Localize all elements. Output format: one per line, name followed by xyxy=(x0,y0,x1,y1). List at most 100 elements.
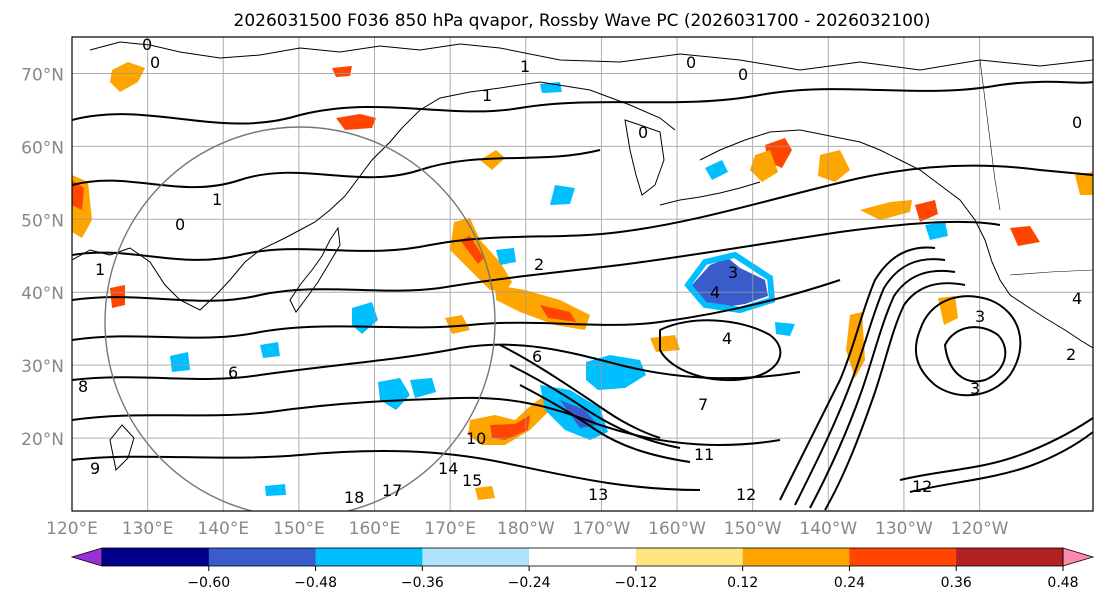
positive-anomaly-patch xyxy=(938,296,958,325)
contour-line xyxy=(824,282,966,511)
reference-circle xyxy=(104,126,496,511)
positive-anomaly-patch xyxy=(540,305,576,322)
coastlines xyxy=(72,41,1093,472)
contour-line xyxy=(509,364,681,449)
contour-lines xyxy=(72,80,1093,511)
longitude-label: 120°E xyxy=(46,519,98,539)
latitude-labels: 70°N 60°N 50°N 40°N 30°N 20°N xyxy=(21,65,64,450)
kamchatka-coastline xyxy=(624,119,665,196)
negative-anomaly-patch xyxy=(265,484,286,496)
us-border xyxy=(1009,269,1093,276)
negative-anomaly-patch xyxy=(260,342,280,358)
contour-label: 0 xyxy=(142,35,152,54)
colorbar-tick-label: −0.36 xyxy=(401,575,444,591)
north-coastline xyxy=(89,41,1093,71)
negative-anomaly-patch xyxy=(550,185,575,205)
negative-anomaly-patch xyxy=(775,322,795,336)
map-frame xyxy=(71,36,1094,512)
colorbar-segment xyxy=(208,548,317,566)
negative-anomaly-patch xyxy=(496,248,516,265)
longitude-label: 150°W xyxy=(724,519,782,539)
contour-label: 1 xyxy=(482,86,492,105)
latitude-label: 70°N xyxy=(21,65,64,85)
contour-label: 11 xyxy=(694,445,714,464)
negative-anomaly-patch xyxy=(410,378,436,398)
contour-line xyxy=(914,295,1022,397)
latitude-label: 30°N xyxy=(21,357,64,377)
contour-label: 3 xyxy=(728,263,738,282)
contour-label: 4 xyxy=(722,329,732,348)
longitude-label: 170°W xyxy=(573,519,631,539)
positive-anomaly-patch xyxy=(860,200,912,220)
colorbar-segment xyxy=(742,548,850,566)
longitude-label: 140°E xyxy=(197,519,249,539)
chart-title: 2026031500 F036 850 hPa qvapor, Rossby W… xyxy=(234,11,931,31)
colorbar-extend-high xyxy=(1062,547,1095,567)
positive-anomaly-patch xyxy=(490,415,530,440)
contour-label: 15 xyxy=(462,471,482,490)
contour-label: 9 xyxy=(90,459,100,478)
colorbar-tick-label: 0.36 xyxy=(941,575,972,591)
contour-label: 0 xyxy=(638,123,648,142)
positive-anomaly-patch xyxy=(1010,226,1040,246)
colorbar-tick-label: 0.48 xyxy=(1047,575,1078,591)
positive-anomaly-patch xyxy=(475,486,495,500)
negative-anomaly-patch xyxy=(170,352,190,372)
longitude-label: 130°E xyxy=(122,519,174,539)
contour-label: 1 xyxy=(95,260,105,279)
anomaly-shading xyxy=(72,62,1093,500)
contour-line xyxy=(519,384,691,463)
contour-line xyxy=(72,80,1093,125)
contour-label: 6 xyxy=(228,363,238,382)
positive-anomaly-patch xyxy=(468,395,550,445)
contour-line xyxy=(72,279,841,341)
positive-anomaly-patch xyxy=(846,312,865,378)
longitude-label: 170°E xyxy=(424,519,476,539)
colorbar xyxy=(70,547,1095,567)
contour-line xyxy=(72,343,801,381)
colorbar-segment xyxy=(102,548,210,566)
contour-label: 0 xyxy=(1072,113,1082,132)
contour-label: 4 xyxy=(1072,289,1082,308)
contour-label: 0 xyxy=(175,215,185,234)
contour-label: 1 xyxy=(520,57,530,76)
contour-label-group: 0 0 1 1 0 0 0 1 2 1 0 4 3 4 6 6 7 11 8 1… xyxy=(78,35,1082,507)
contour-line xyxy=(899,417,1093,481)
latitude-label: 20°N xyxy=(21,430,64,450)
positive-anomaly-patch xyxy=(915,200,938,222)
aleutian-coastline xyxy=(659,181,761,206)
longitude-label: 180°W xyxy=(497,519,555,539)
negative-anomaly-patch xyxy=(925,222,948,240)
positive-anomaly-patch xyxy=(460,236,484,264)
colorbar-tick-label: −0.48 xyxy=(294,575,337,591)
map-background xyxy=(72,37,1093,511)
contour-label: 10 xyxy=(466,429,486,448)
longitude-label: 130°W xyxy=(875,519,933,539)
contour-line xyxy=(659,319,782,382)
colorbar-tick-label: 0.24 xyxy=(834,575,865,591)
contour-line xyxy=(809,269,956,509)
latitude-label: 50°N xyxy=(21,211,64,231)
longitude-label: 160°W xyxy=(648,519,706,539)
positive-anomaly-patch xyxy=(480,150,505,170)
contour-line xyxy=(72,396,781,446)
contour-label: 2 xyxy=(1066,345,1076,364)
philippine-coastline xyxy=(109,424,135,472)
contour-line xyxy=(794,258,946,506)
contour-line xyxy=(943,326,1007,383)
contour-label: 14 xyxy=(438,459,458,478)
contour-label: 0 xyxy=(686,53,696,72)
contour-label: 3 xyxy=(970,379,980,398)
colorbar-tick-label: −0.60 xyxy=(187,575,230,591)
contour-line xyxy=(72,149,601,189)
contour-label: 3 xyxy=(975,307,985,326)
contour-line xyxy=(72,220,1001,302)
contour-label: 6 xyxy=(532,347,542,366)
positive-anomaly-patch xyxy=(336,114,376,130)
negative-anomaly-patch xyxy=(692,258,768,308)
longitude-label: 120°W xyxy=(951,519,1009,539)
contour-line xyxy=(909,431,1093,493)
positive-anomaly-patch xyxy=(1075,172,1093,195)
alaska-coastline xyxy=(699,129,1093,349)
